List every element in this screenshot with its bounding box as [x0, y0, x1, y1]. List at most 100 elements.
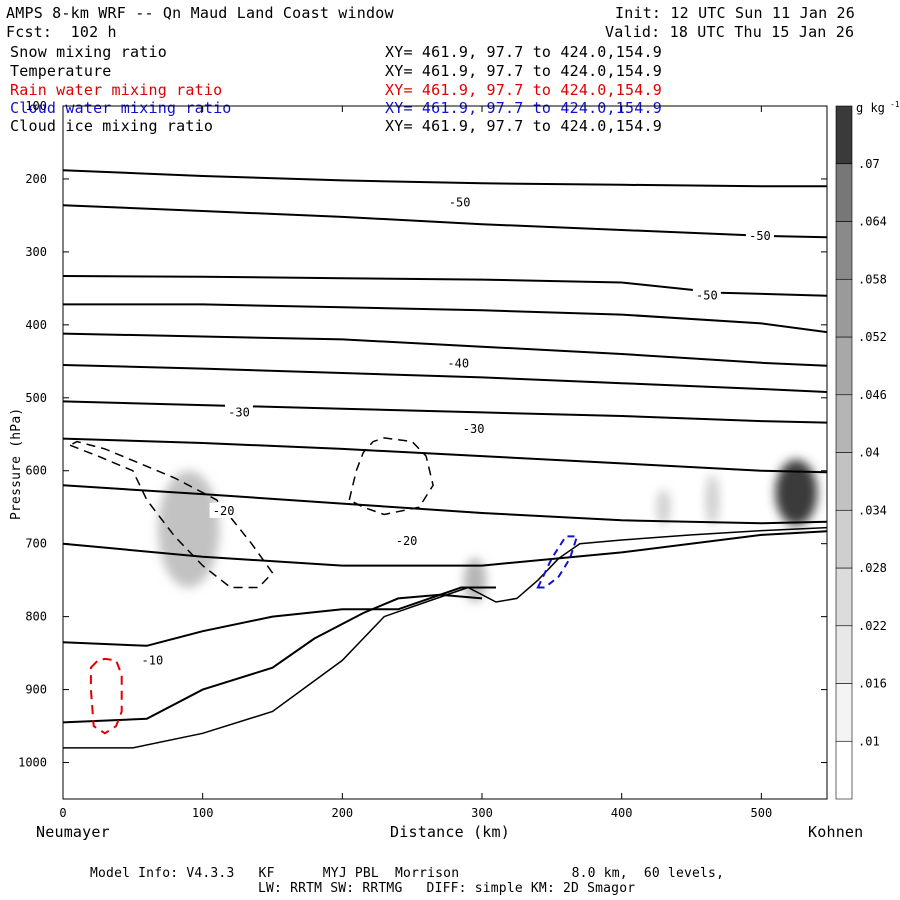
- snow-shading-blob: [705, 474, 720, 526]
- y-axis-title: Pressure (hPa): [9, 407, 24, 520]
- cloud-ice-contour: [348, 437, 434, 516]
- colorbar-tick-label: .028: [858, 561, 887, 575]
- model-title: AMPS 8-km WRF -- Qn Maud Land Coast wind…: [6, 4, 394, 22]
- isotherm-line: [63, 437, 827, 474]
- x-tick-label: 300: [471, 806, 493, 820]
- isotherm-line: [63, 530, 827, 567]
- isotherm-label: -10: [142, 653, 164, 667]
- x-tick-label: 500: [751, 806, 773, 820]
- isotherm-line: [63, 586, 496, 647]
- colorbar-swatch: [835, 509, 853, 569]
- isotherm-label-bg: [392, 532, 421, 548]
- isotherm-label-bg: [138, 652, 167, 668]
- isotherm-label-bg: [444, 355, 473, 371]
- y-tick-label: 900: [25, 683, 47, 697]
- forecast-hour: Fcst: 102 h: [6, 23, 117, 41]
- physics-info: LW: RRTM SW: RRTMG DIFF: simple KM: 2D S…: [258, 881, 636, 896]
- x-axis-title: Distance (km): [390, 823, 510, 841]
- colorbar-swatch: [835, 163, 853, 222]
- init-time: Init: 12 UTC Sun 11 Jan 26: [615, 4, 855, 22]
- field-xy-rain: XY= 461.9, 97.7 to 424.0,154.9: [385, 81, 662, 99]
- rain-water-contour: [89, 657, 123, 735]
- field-xy-cloud-water: XY= 461.9, 97.7 to 424.0,154.9: [385, 99, 662, 117]
- isotherm-label-bg: [445, 194, 474, 210]
- x-left-label: Neumayer: [36, 823, 110, 841]
- terrain-line: [63, 526, 827, 749]
- isotherm-label: -20: [396, 534, 418, 548]
- isotherm-label-bg: [692, 287, 721, 303]
- isotherm-label-bg: [209, 502, 238, 518]
- colorbar-tick-label: .01: [858, 734, 880, 748]
- colorbar-swatch: [835, 683, 853, 742]
- y-tick-label: 700: [25, 537, 47, 551]
- colorbar-swatch: [835, 394, 853, 453]
- y-tick-label: 100: [25, 99, 47, 113]
- colorbar-tick-label: .016: [858, 677, 887, 691]
- isotherm-label-bg: [459, 421, 488, 437]
- isotherm-line: [63, 400, 827, 424]
- colorbar-tick-label: .052: [858, 330, 887, 344]
- cloud-ice-contour: [68, 440, 274, 589]
- isotherm-line: [63, 169, 827, 188]
- x-tick-label: 400: [611, 806, 633, 820]
- y-tick-label: 1000: [18, 756, 47, 770]
- isotherm-label: -50: [696, 289, 718, 303]
- colorbar-swatch: [835, 105, 853, 165]
- field-name-temperature: Temperature: [10, 62, 112, 80]
- colorbar-swatch: [835, 452, 853, 511]
- isotherm-label: -30: [228, 405, 250, 419]
- colorbar-tick-label: .022: [858, 619, 887, 633]
- isotherm-label: -20: [213, 504, 235, 518]
- isotherm-label: -30: [463, 422, 485, 436]
- y-tick-label: 200: [25, 172, 47, 186]
- snow-shading-blob: [775, 459, 818, 526]
- isotherm-label: -50: [449, 195, 471, 209]
- isotherm-label: -50: [749, 229, 771, 243]
- contour-lines: [63, 169, 827, 749]
- x-tick-label: 200: [331, 806, 353, 820]
- colorbar-swatch: [835, 278, 853, 338]
- field-xy-snow: XY= 461.9, 97.7 to 424.0,154.9: [385, 43, 662, 61]
- y-tick-label: 300: [25, 245, 47, 259]
- y-tick-label: 500: [25, 391, 47, 405]
- isotherm-line: [63, 332, 827, 367]
- x-right-label: Kohnen: [808, 823, 864, 841]
- colorbar-tick-label: .046: [858, 388, 887, 402]
- snow-shading-blob: [463, 558, 487, 603]
- isotherm-label: -40: [447, 357, 469, 371]
- colorbar-swatch: [835, 625, 853, 684]
- colorbar: .01 .016 .022 .028 .034 .04 .046 .052 .058 .064 .0…: [835, 100, 900, 800]
- y-tick-label: 800: [25, 610, 47, 624]
- colorbar-swatch: [835, 567, 853, 627]
- field-name-cloud-ice: Cloud ice mixing ratio: [10, 117, 214, 135]
- colorbar-units: g kg: [856, 101, 885, 115]
- field-xy-temperature: XY= 461.9, 97.7 to 424.0,154.9: [385, 62, 662, 80]
- isotherm-line: [63, 303, 827, 334]
- isotherm-line: [63, 484, 827, 525]
- model-info: Model Info: V4.3.3 KF MYJ PBL Morrison 8…: [90, 866, 725, 881]
- snow-shading-blob: [656, 488, 671, 526]
- plot-frame: [62, 105, 828, 800]
- axes: 0 100 200 300 400 500 1000 900 800 700 600 500 400 30…: [18, 99, 827, 820]
- isotherm-line: [63, 593, 483, 724]
- snow-mixing-shading: [157, 459, 818, 603]
- field-name-rain: Rain water mixing ratio: [10, 81, 223, 99]
- colorbar-swatch: [835, 221, 853, 280]
- colorbar-tick-label: .034: [858, 503, 887, 517]
- contour-labels: -50 -50 -50 -40 -30 -30 -20 -20 -10: [138, 194, 774, 668]
- isotherm-line: [63, 204, 827, 239]
- y-tick-label: 400: [25, 318, 47, 332]
- y-tick-label: 600: [25, 464, 47, 478]
- cloud-water-contour: [536, 535, 579, 589]
- colorbar-tick-label: .058: [858, 272, 887, 286]
- colorbar-tick-label: .04: [858, 446, 880, 460]
- isotherm-label-bg: [745, 227, 774, 243]
- colorbar-tick-label: .07: [858, 157, 880, 171]
- field-xy-cloud-ice: XY= 461.9, 97.7 to 424.0,154.9: [385, 117, 662, 135]
- x-tick-label: 0: [59, 806, 66, 820]
- x-tick-label: 100: [192, 806, 214, 820]
- colorbar-units-exponent: -1: [890, 100, 900, 109]
- isotherm-line: [63, 364, 827, 393]
- colorbar-tick-label: .064: [858, 215, 887, 229]
